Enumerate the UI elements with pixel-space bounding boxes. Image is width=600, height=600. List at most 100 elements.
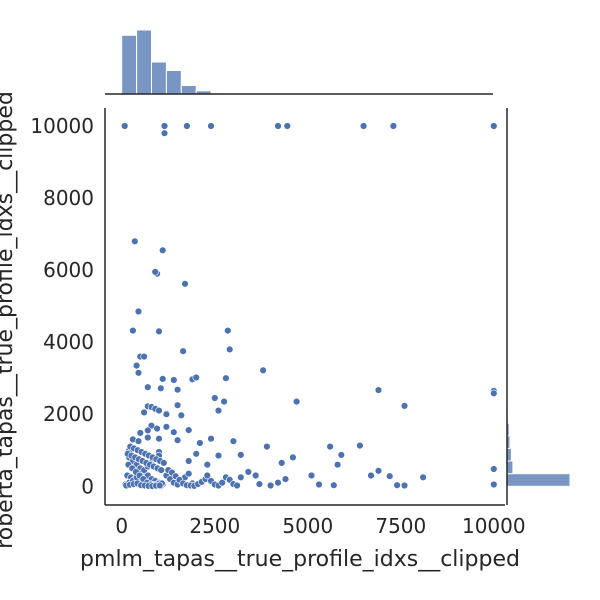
scatter-point [386, 472, 394, 480]
x-tick-label: 7500 [375, 514, 426, 538]
scatter-point [356, 441, 364, 450]
scatter-point [156, 481, 164, 490]
x-marginal-histogram [121, 29, 242, 95]
scatter-point [289, 453, 297, 462]
scatter-point [315, 480, 323, 489]
scatter-point [140, 408, 148, 417]
scatter-point [214, 406, 223, 415]
scatter-point [274, 479, 282, 487]
y-tick-label: 4000 [43, 330, 94, 354]
scatter-point [292, 397, 301, 406]
y-hist-bar [506, 460, 514, 475]
scatter-point [233, 481, 241, 490]
scatter-point [237, 473, 245, 481]
scatter-point [183, 122, 191, 130]
scatter-point [252, 471, 260, 480]
scatter-point [159, 375, 167, 383]
scatter-point [263, 442, 271, 451]
scatter-point [134, 307, 143, 316]
scatter-point [266, 481, 275, 490]
x-hist-bar [165, 70, 182, 95]
x-hist-bar [151, 61, 167, 95]
x-tick-label: 2500 [189, 514, 240, 538]
scatter-point [151, 268, 159, 276]
scatter-point [160, 459, 168, 467]
scatter-point [120, 122, 129, 130]
x-tick-label: 5000 [282, 514, 333, 538]
scatter-point [179, 347, 187, 355]
scatter-point [170, 376, 178, 384]
scatter-point [224, 326, 232, 335]
scatter-points-layer [120, 122, 498, 490]
scatter-point [136, 429, 145, 437]
scatter-point [229, 437, 238, 445]
y-tick-label: 8000 [43, 186, 94, 210]
scatter-point [419, 473, 427, 481]
scatter-point [155, 435, 163, 443]
scatter-point [196, 439, 204, 447]
scatter-point [131, 237, 139, 246]
x-hist-bar [136, 29, 153, 95]
scatter-point [155, 327, 163, 336]
scatter-point [160, 122, 169, 130]
x-tick-label: 10000 [462, 514, 526, 538]
scatter-point [144, 383, 152, 391]
scatter-point [222, 374, 230, 382]
scatter-point [255, 480, 264, 488]
scatter-point [170, 428, 178, 436]
scatter-point [132, 361, 141, 370]
scatter-point [144, 426, 152, 435]
scatter-point [157, 384, 165, 392]
scatter-point [281, 475, 290, 483]
scatter-point [129, 326, 137, 335]
scatter-point [393, 481, 401, 489]
y-tick-labels: 0 2000 4000 6000 8000 10000 [30, 114, 94, 498]
y-tick-label: 2000 [43, 402, 94, 426]
scatter-point [162, 410, 171, 418]
scatter-point [283, 122, 291, 130]
scatter-point [490, 480, 498, 489]
scatter-point [134, 437, 143, 445]
scatter-point [337, 451, 345, 459]
scatter-point [177, 411, 186, 419]
y-marginal-histogram [506, 111, 571, 487]
scatter-point [173, 436, 182, 444]
scatter-point [203, 461, 212, 469]
scatter-point [400, 481, 409, 490]
scatter-point [173, 386, 182, 394]
scatter-point [185, 457, 193, 465]
scatter-point [490, 465, 498, 473]
scatter-point [374, 386, 383, 394]
scatter-point [237, 451, 245, 459]
scatter-point [160, 129, 169, 137]
scatter-point [157, 466, 165, 474]
x-hist-bar [121, 34, 138, 95]
scatter-point [140, 352, 148, 361]
scatter-point [185, 426, 193, 434]
scatter-point [144, 433, 152, 442]
scatter-point [155, 406, 163, 415]
y-tick-label: 0 [81, 474, 94, 498]
scatter-point [211, 394, 219, 402]
scatter-point [192, 450, 200, 458]
x-tick-labels: 0 2500 5000 7500 10000 [115, 514, 525, 538]
scatter-point [307, 471, 316, 480]
scatter-point [173, 401, 182, 409]
x-axis-label: pmlm_tapas__true_profile_idxs__clipped [80, 547, 520, 572]
y-axis-label: roberta_tapas__true_profile_idxs__clippe… [0, 91, 18, 549]
y-hist-bar [506, 473, 571, 487]
scatter-point [203, 471, 212, 480]
scatter-point [326, 442, 334, 451]
scatter-point [490, 122, 498, 130]
scatter-point [220, 397, 228, 406]
scatter-point [389, 122, 398, 130]
scatter-point [244, 468, 253, 476]
y-tick-label: 10000 [30, 114, 94, 138]
scatter-point [333, 461, 342, 469]
scatter-point [278, 459, 286, 467]
scatter-point [192, 373, 200, 382]
x-hist-bar [180, 85, 197, 95]
scatter-point [153, 424, 161, 433]
scatter-point [181, 280, 189, 288]
